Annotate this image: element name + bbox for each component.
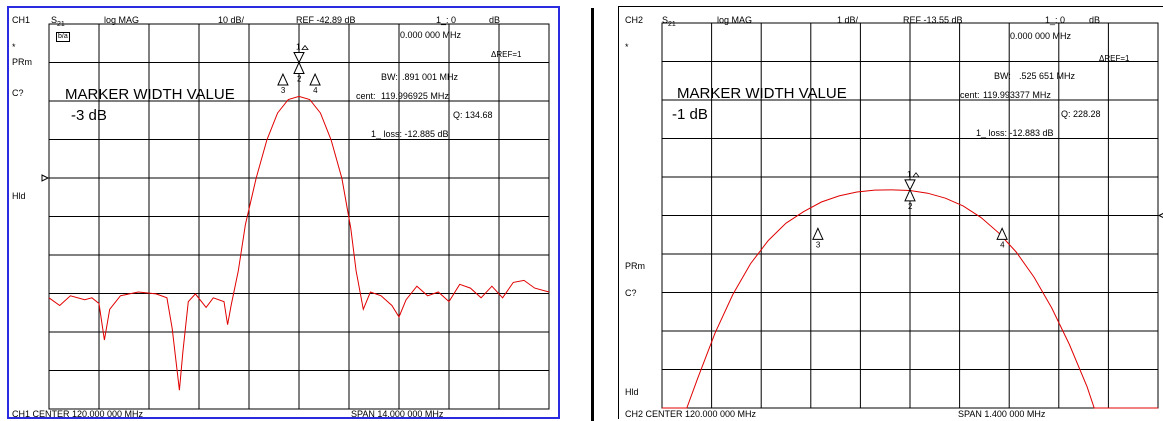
- ch1-panel: CH1 S 2 1 log MAG 10 dB/ REF -42.89 dB 1_:…: [7, 6, 560, 419]
- ch1-width-title: MARKER WIDTH VALUE: [65, 86, 235, 103]
- ch2-marker-1: [904, 179, 916, 191]
- ch2-bw-label: BW:: [994, 71, 1011, 81]
- ch1-star: *: [12, 42, 16, 52]
- ch1-loss: 1_ loss: -12.885 dB: [371, 129, 449, 139]
- ch1-marker-1: [293, 51, 305, 64]
- ch1-cent: 119.996925 MHz: [381, 91, 449, 101]
- ch2-marker-readout: 1_: 0: [1045, 15, 1066, 25]
- ch1-marker-4-label: 4: [313, 86, 318, 95]
- ch2-ref-level-arrow: [1157, 212, 1163, 219]
- ch2-cent: 119.993377 MHz: [983, 90, 1051, 100]
- ch1-meas-letter: S: [51, 15, 58, 25]
- ch2-loss: 1_ loss: -12.883 dB: [976, 128, 1054, 138]
- ch2-hld: Hld: [625, 387, 639, 397]
- ch1-hld: Hld: [12, 191, 26, 201]
- ch2-prm: PRm: [625, 261, 645, 271]
- ch1-trace: [48, 95, 550, 391]
- ch1-marker-2: [293, 61, 305, 74]
- ch2-c: C?: [625, 288, 637, 298]
- ch2-star: *: [625, 42, 629, 52]
- ch2-marker-3: [812, 227, 824, 240]
- ch2-scale: 1 dB/: [837, 15, 859, 25]
- ch2-center-freq: CH2 CENTER 120.000 000 MHz: [625, 409, 757, 419]
- ch1-marker-1-label: 1: [296, 42, 301, 51]
- ch2-meas-sub: 21: [668, 21, 676, 28]
- ch1-scale: 10 dB/: [218, 15, 245, 25]
- ch1-cent-label: cent:: [356, 91, 376, 101]
- ch2-marker-unit: dB: [1089, 15, 1101, 25]
- ch2-cent-label: cent:: [960, 90, 980, 100]
- ch2-measurement: S21: [662, 15, 676, 28]
- ch2-ref-eq-label: ΔREF=1: [1099, 54, 1130, 63]
- ch1-marker-4: [309, 72, 321, 86]
- ch2-span: SPAN 1.400 000 MHz: [958, 409, 1046, 419]
- ch2-width-title: MARKER WIDTH VALUE: [677, 85, 847, 102]
- ch1-ref-level: REF -42.89 dB: [296, 15, 356, 25]
- ch2-marker-1-delta: [912, 172, 920, 178]
- ch2-q: Q: 228.28: [1061, 109, 1101, 119]
- ch2-marker-2-label: 2: [908, 202, 913, 211]
- ch2-marker-freq: 0.000 000 MHz: [1010, 31, 1072, 41]
- ch2-marker-1-label: 1: [907, 170, 912, 179]
- ch1-prm: PRm: [12, 57, 32, 67]
- ch2-meas-letter: S: [662, 15, 669, 25]
- panel-divider: [591, 8, 594, 421]
- ch1-c: C?: [12, 88, 24, 98]
- ch1-marker-2-label: 2: [297, 74, 302, 83]
- ch1-ratio-icon: b/a: [56, 32, 70, 42]
- ch2-channel-label: CH2: [625, 15, 644, 25]
- ch1-marker-freq: 0.000 000 MHz: [400, 30, 462, 40]
- ch1-ref-level-arrow: [41, 174, 50, 182]
- ch1-ref-eq-label: ΔREF=1: [491, 50, 522, 59]
- ch1-marker-3-label: 3: [281, 86, 286, 95]
- ch1-marker-1-delta: [301, 44, 309, 50]
- ch2-format: log MAG: [717, 15, 753, 25]
- ch1-format: log MAG: [104, 15, 140, 25]
- ch1-span: SPAN 14.000 000 MHz: [351, 409, 444, 419]
- ch2-bw: .525 651 MHz: [1019, 71, 1076, 81]
- ch1-marker-unit: dB: [489, 15, 501, 25]
- ch2-chart: 1 2 3 4: [661, 22, 1163, 409]
- ch2-trace: [662, 189, 1158, 409]
- ch1-width-value: -3 dB: [71, 107, 107, 124]
- ch1-channel-label: CH1: [12, 15, 31, 25]
- ch2-panel: CH2 S21 log MAG 1 dB/ REF -13.55 dB 1_: …: [618, 6, 1163, 419]
- ch1-bw-label: BW:: [381, 72, 398, 82]
- ch1-marker-3: [277, 72, 289, 86]
- ch2-marker-2: [904, 188, 916, 202]
- ch1-marker-readout: 1_: 0: [436, 15, 457, 25]
- ch2-marker-4: [996, 227, 1008, 240]
- ch1-q: Q: 134.68: [453, 110, 493, 120]
- ch2-marker-4-label: 4: [1000, 240, 1005, 249]
- ch1-chart: 1 2 3 4: [41, 23, 550, 410]
- ch2-width-value: -1 dB: [672, 106, 708, 123]
- ch2-ref-level: REF -13.55 dB: [903, 15, 963, 25]
- ch2-ref-eq: REF=1: [1104, 54, 1130, 63]
- ch1-center-freq: CH1 CENTER 120.000 000 MHz: [12, 409, 144, 419]
- ch1-ref-eq: REF=1: [496, 50, 522, 59]
- ch1-bw: .891 001 MHz: [402, 72, 459, 82]
- ch2-marker-3-label: 3: [816, 240, 821, 249]
